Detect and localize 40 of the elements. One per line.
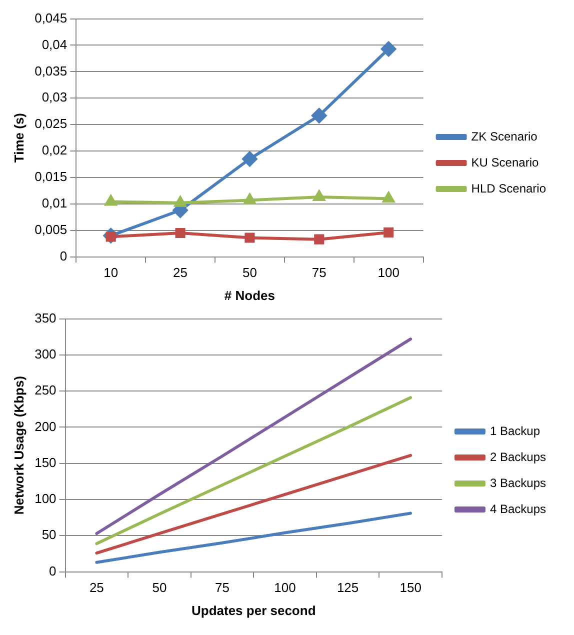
x-tick-label: 75	[312, 265, 326, 280]
y-tick-label: 0,01	[42, 195, 68, 210]
legend-label: 2 Backups	[490, 450, 546, 464]
y-tick-label: 0,045	[34, 10, 68, 26]
y-tick-label: 0	[60, 248, 68, 264]
y-tick-label: 100	[34, 491, 56, 506]
x-tick-label: 50	[242, 265, 257, 280]
x-tick-label: 10	[104, 265, 118, 280]
x-tick-label: 100	[274, 580, 296, 596]
y-tick-label: 200	[34, 418, 56, 434]
legend-label: ZK Scenario	[471, 129, 538, 144]
y-axis-title: Network Usage (Kbps)	[11, 376, 26, 515]
legend-label: 3 Backups	[490, 476, 546, 490]
legend-label: 4 Backups	[490, 502, 546, 516]
y-tick-label: 50	[42, 527, 56, 542]
y-tick-label: 0,03	[42, 90, 68, 105]
legend-label: 1 Backup	[490, 424, 540, 438]
y-tick-label: 0,005	[34, 222, 68, 237]
x-tick-label: 75	[215, 580, 230, 596]
legend-label: HLD Scenario	[471, 181, 546, 196]
x-tick-label: 25	[89, 580, 104, 596]
y-tick-label: 0,04	[42, 36, 68, 52]
y-tick-label: 0,035	[34, 63, 68, 78]
x-tick-label: 25	[173, 265, 188, 280]
y-tick-label: 250	[34, 382, 56, 398]
y-tick-label: 150	[34, 454, 56, 470]
y-tick-label: 0,015	[34, 169, 68, 184]
y-tick-label: 0,025	[34, 116, 68, 132]
x-tick-label: 100	[378, 265, 400, 280]
x-axis-title: # Nodes	[224, 288, 276, 303]
y-tick-label: 0	[49, 563, 56, 578]
y-tick-label: 300	[34, 346, 56, 362]
y-tick-label: 350	[34, 310, 56, 326]
legend-label: KU Scenario	[471, 155, 539, 170]
x-tick-label: 150	[400, 580, 422, 596]
y-tick-label: 0,02	[42, 142, 68, 158]
x-tick-label: 50	[152, 580, 167, 596]
x-axis-title: Updates per second	[191, 602, 316, 618]
x-tick-label: 125	[336, 580, 359, 596]
y-axis-title: Time (s)	[11, 112, 26, 163]
